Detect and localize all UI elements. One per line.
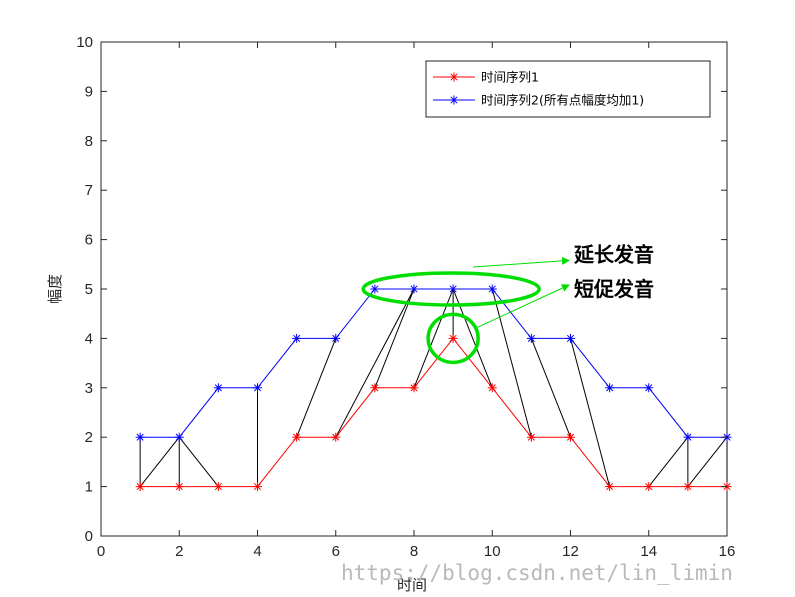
y-tick-label: 5: [85, 281, 93, 298]
y-tick-label: 2: [85, 429, 93, 446]
y-tick-label: 3: [85, 380, 93, 397]
x-axis-label: 时间: [397, 576, 427, 594]
series-2-point-9: [448, 284, 458, 294]
series-2-point-12: [566, 333, 575, 343]
alignment-link-8: [374, 288, 415, 388]
x-tick-label: 6: [332, 543, 340, 560]
series-2-point-5: [292, 333, 302, 343]
series-1-point-8: [409, 383, 419, 393]
alignment-link-17: [687, 436, 728, 487]
alignment-link-7: [335, 288, 415, 438]
series-1-point-6: [331, 432, 341, 442]
y-tick-label: 9: [85, 83, 93, 100]
series-1-point-12: [566, 432, 575, 442]
alignment-link-2: [139, 436, 180, 487]
series-2-point-2: [174, 432, 184, 442]
series-1-point-7: [370, 383, 380, 393]
y-tick-label: 0: [85, 528, 93, 545]
legend-marker-2: [449, 95, 459, 105]
series-1-point-13: [605, 482, 615, 492]
y-tick-label: 6: [85, 232, 93, 249]
x-tick-label: 12: [562, 543, 579, 560]
y-tick-label: 1: [85, 479, 93, 496]
alignment-link-12: [491, 288, 532, 438]
legend-marker-1: [449, 72, 459, 82]
annotation-ellipse: [361, 271, 541, 307]
alignment-link-6: [296, 338, 337, 438]
series-2-point-13: [605, 383, 615, 393]
series-2-line: [140, 288, 727, 438]
y-tick-label: 8: [85, 133, 93, 150]
series-1-point-3: [213, 482, 223, 492]
alignment-link-14: [570, 338, 611, 487]
watermark: https://blog.csdn.net/lin_limin: [341, 561, 733, 585]
series-2-point-4: [253, 383, 262, 393]
legend-label-1: 时间序列1: [481, 70, 539, 85]
annotation-label-prolonged: 延长发音: [573, 242, 654, 266]
series-2-point-8: [409, 284, 419, 294]
series-2-point-7: [370, 284, 380, 294]
y-axis-label: 幅度: [46, 274, 64, 304]
series-2-point-14: [644, 383, 654, 393]
series-2-point-1: [135, 432, 145, 442]
x-tick-label: 4: [253, 543, 261, 560]
x-tick-label: 14: [640, 543, 657, 560]
series-1-point-14: [644, 482, 654, 492]
x-tick-label: 10: [484, 543, 501, 560]
alignment-link-4: [178, 436, 219, 487]
series-1-point-4: [253, 482, 262, 492]
series-1-point-5: [292, 432, 302, 442]
legend-box: [425, 60, 711, 118]
y-tick-label: 4: [85, 330, 93, 347]
annotation-circle: [426, 312, 480, 365]
legend: 时间序列1 时间序列2(所有点幅度均加1): [425, 60, 711, 118]
series-1-point-15: [683, 482, 693, 492]
y-tick-label: 10: [76, 34, 93, 51]
series-2-point-10: [487, 284, 497, 294]
x-tick-label: 16: [719, 543, 736, 560]
annotation-label-short: 短促发音: [574, 277, 654, 301]
annotation-arrow-2: [474, 284, 570, 329]
annotation-arrow-1: [473, 256, 570, 268]
series-1-point-1: [135, 482, 145, 492]
x-tick-label: 0: [97, 543, 105, 560]
series-2-point-11: [526, 333, 536, 343]
x-tick-label: 8: [410, 543, 418, 560]
series-1-point-11: [526, 432, 536, 442]
series-2-point-6: [331, 333, 341, 343]
series-1-point-9: [448, 333, 458, 343]
series-1-point-10: [487, 383, 497, 393]
alignment-link-15: [648, 436, 689, 487]
x-tick-label: 2: [175, 543, 183, 560]
series-1-point-2: [174, 482, 184, 492]
legend-label-2: 时间序列2(所有点幅度均加1): [481, 93, 644, 108]
series-2-point-3: [213, 383, 223, 393]
series-2-point-15: [683, 432, 693, 442]
series-1-line: [140, 337, 727, 488]
y-tick-label: 7: [85, 182, 93, 199]
alignment-link-13: [530, 338, 571, 438]
